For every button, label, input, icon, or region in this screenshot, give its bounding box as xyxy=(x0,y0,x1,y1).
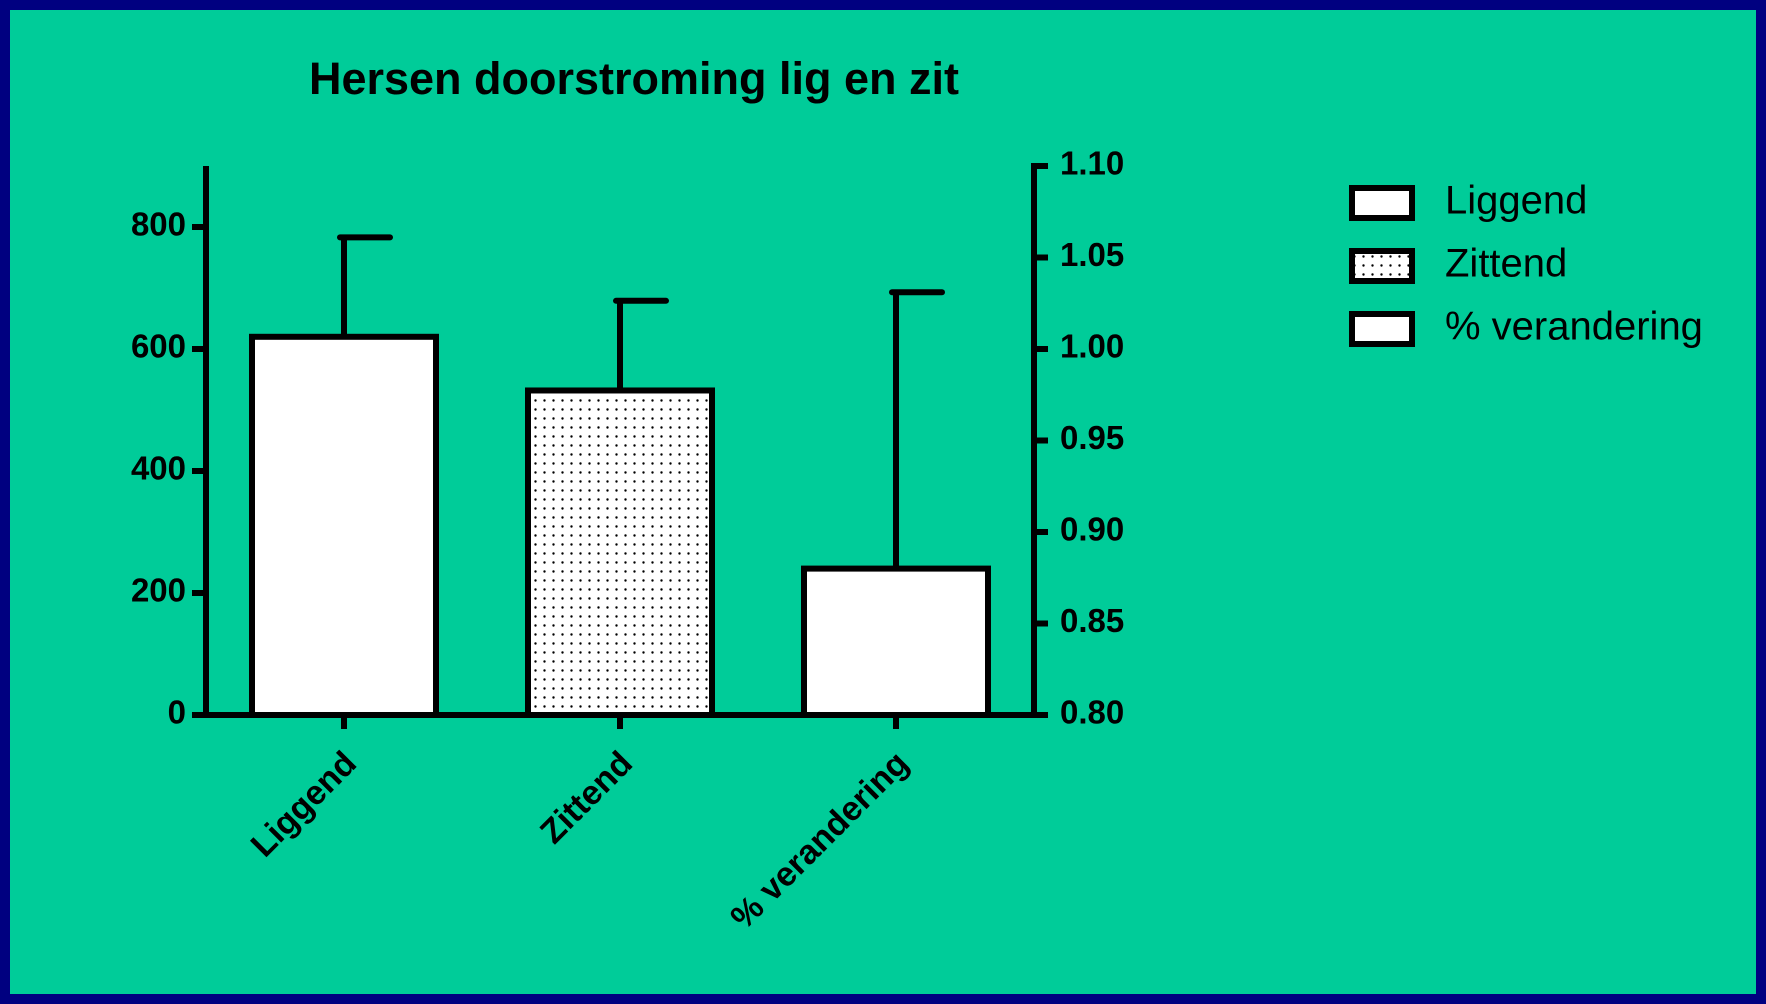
legend-label: Zittend xyxy=(1445,242,1567,286)
legend-label: Liggend xyxy=(1445,179,1587,223)
bar xyxy=(249,333,439,718)
y-tick-label: 200 xyxy=(131,572,186,609)
y2-tick-label: 1.00 xyxy=(1060,328,1124,365)
y2-tick-label: 1.10 xyxy=(1060,145,1124,182)
y2-tick-label: 0.90 xyxy=(1060,511,1124,548)
y2-tick-label: 0.80 xyxy=(1060,694,1124,731)
y-tick-label: 0 xyxy=(168,694,186,731)
bar xyxy=(525,387,715,718)
legend-swatch xyxy=(1349,311,1415,347)
y-tick-label: 400 xyxy=(131,450,186,487)
bar xyxy=(801,565,991,718)
y2-tick-label: 0.85 xyxy=(1060,602,1124,639)
y-tick-label: 800 xyxy=(131,206,186,243)
chart-title: Hersen doorstroming lig en zit xyxy=(309,53,959,104)
y-tick-label: 600 xyxy=(131,328,186,365)
legend-label: % verandering xyxy=(1445,305,1703,349)
legend-swatch xyxy=(1349,248,1415,284)
y2-tick-label: 0.95 xyxy=(1060,419,1124,456)
legend-swatch xyxy=(1349,185,1415,221)
y2-tick-label: 1.05 xyxy=(1060,236,1124,273)
